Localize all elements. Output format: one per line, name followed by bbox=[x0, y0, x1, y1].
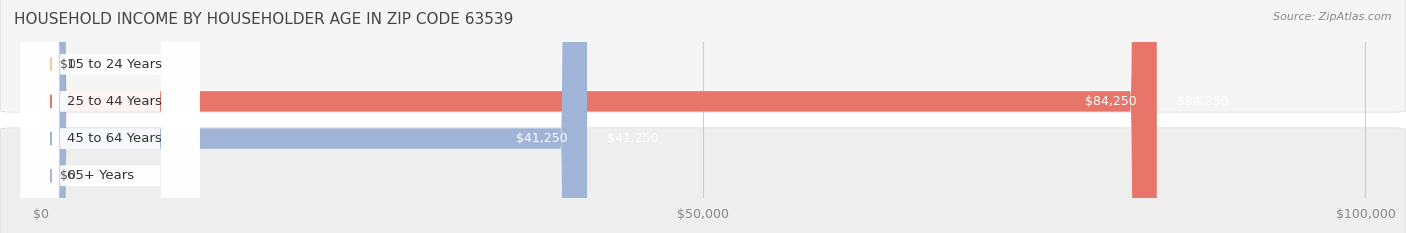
Text: 45 to 64 Years: 45 to 64 Years bbox=[67, 132, 162, 145]
FancyBboxPatch shape bbox=[41, 0, 588, 233]
FancyBboxPatch shape bbox=[21, 0, 200, 233]
Text: $0: $0 bbox=[60, 169, 76, 182]
Text: Source: ZipAtlas.com: Source: ZipAtlas.com bbox=[1274, 12, 1392, 22]
Text: 25 to 44 Years: 25 to 44 Years bbox=[67, 95, 162, 108]
FancyBboxPatch shape bbox=[0, 128, 1406, 233]
Text: 65+ Years: 65+ Years bbox=[67, 169, 134, 182]
FancyBboxPatch shape bbox=[21, 0, 200, 233]
Text: 15 to 24 Years: 15 to 24 Years bbox=[67, 58, 162, 71]
Text: HOUSEHOLD INCOME BY HOUSEHOLDER AGE IN ZIP CODE 63539: HOUSEHOLD INCOME BY HOUSEHOLDER AGE IN Z… bbox=[14, 12, 513, 27]
FancyBboxPatch shape bbox=[41, 0, 1157, 233]
Text: $84,250: $84,250 bbox=[1177, 95, 1229, 108]
Text: $41,250: $41,250 bbox=[516, 132, 567, 145]
FancyBboxPatch shape bbox=[0, 0, 1406, 112]
Text: $0: $0 bbox=[60, 58, 76, 71]
FancyBboxPatch shape bbox=[21, 0, 200, 233]
FancyBboxPatch shape bbox=[21, 0, 200, 233]
Text: $41,250: $41,250 bbox=[607, 132, 658, 145]
Text: $84,250: $84,250 bbox=[1085, 95, 1137, 108]
